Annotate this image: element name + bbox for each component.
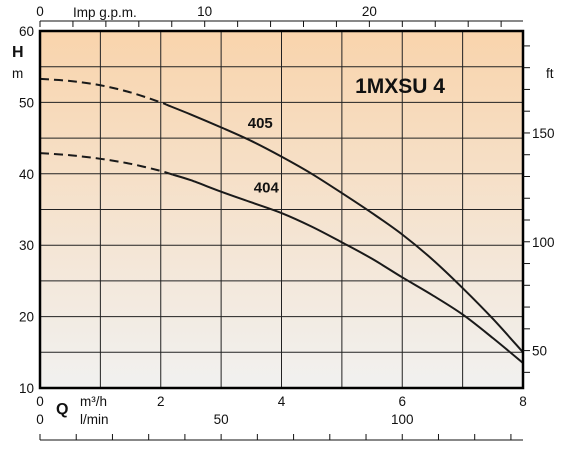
x-tick-label: 6	[398, 394, 406, 409]
y-tick-label: 30	[19, 238, 34, 253]
top-tick-label: 20	[362, 4, 377, 19]
y-tick-label: 60	[19, 24, 34, 39]
top-tick-label: 10	[197, 4, 212, 19]
y2-tick-label: 100	[532, 235, 555, 250]
y-tick-label: 40	[19, 167, 34, 182]
x2-tick-label: 0	[36, 412, 44, 427]
x-tick-label: 4	[278, 394, 286, 409]
top-axis-unit: Imp g.p.m.	[73, 5, 137, 20]
y2-tick-label: 150	[532, 126, 555, 141]
x-tick-label: 2	[157, 394, 165, 409]
x2-tick-label: 100	[391, 412, 414, 427]
top-tick-label: 0	[36, 4, 44, 19]
x-axis-letter: Q	[56, 401, 68, 418]
x-tick-label: 8	[519, 394, 527, 409]
y-tick-label: 10	[19, 381, 34, 396]
y-axis-unit: m	[12, 66, 23, 81]
curve-label-405: 405	[248, 115, 273, 132]
x2-axis-unit: l/min	[80, 412, 109, 427]
chart-title: 1MXSU 4	[355, 75, 445, 98]
x-axis-unit: m³/h	[80, 394, 107, 409]
curve-label-404: 404	[254, 179, 280, 196]
y2-tick-label: 50	[532, 344, 547, 359]
x2-tick-label: 50	[214, 412, 229, 427]
y-tick-label: 20	[19, 310, 34, 325]
x-tick-label: 0	[36, 394, 44, 409]
y-tick-label: 50	[19, 95, 34, 110]
y-axis-letter: H	[12, 44, 24, 61]
y2-axis-unit: ft	[546, 66, 554, 81]
